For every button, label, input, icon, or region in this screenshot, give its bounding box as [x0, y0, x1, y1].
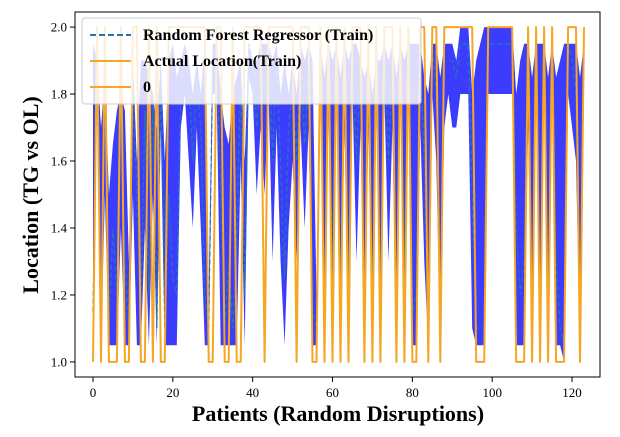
y-tick-label: 1.8 — [51, 87, 67, 102]
plot-frame — [74, 11, 601, 378]
legend-label-zero: 0 — [143, 79, 151, 96]
y-tick-label: 2.0 — [51, 20, 67, 35]
x-axis: 0 20 40 60 80 100 120 — [90, 377, 582, 400]
x-tick-label: 0 — [90, 385, 97, 400]
x-tick-label: 120 — [562, 385, 582, 400]
y-tick-label: 1.0 — [51, 354, 67, 369]
y-tick-label: 1.2 — [51, 287, 67, 302]
x-tick-label: 20 — [166, 385, 179, 400]
legend-label-actual: Actual Location(Train) — [143, 53, 301, 70]
y-tick-label: 1.6 — [51, 154, 68, 169]
y-axis-title: Location (TG vs OL) — [18, 96, 43, 293]
y-tick-label: 1.4 — [51, 220, 68, 235]
legend-box — [81, 17, 422, 105]
x-tick-label: 60 — [326, 385, 339, 400]
x-tick-label: 100 — [482, 385, 502, 400]
x-tick-label: 80 — [406, 385, 419, 400]
legend-label-predicted: Random Forest Regressor (Train) — [143, 27, 373, 44]
x-axis-title: Patients (Random Disruptions) — [192, 401, 484, 426]
x-tick-label: 40 — [246, 385, 259, 400]
y-axis: 1.0 1.2 1.4 1.6 1.8 2.0 — [51, 20, 75, 369]
legend: Random Forest Regressor (Train) Actual L… — [81, 17, 422, 105]
